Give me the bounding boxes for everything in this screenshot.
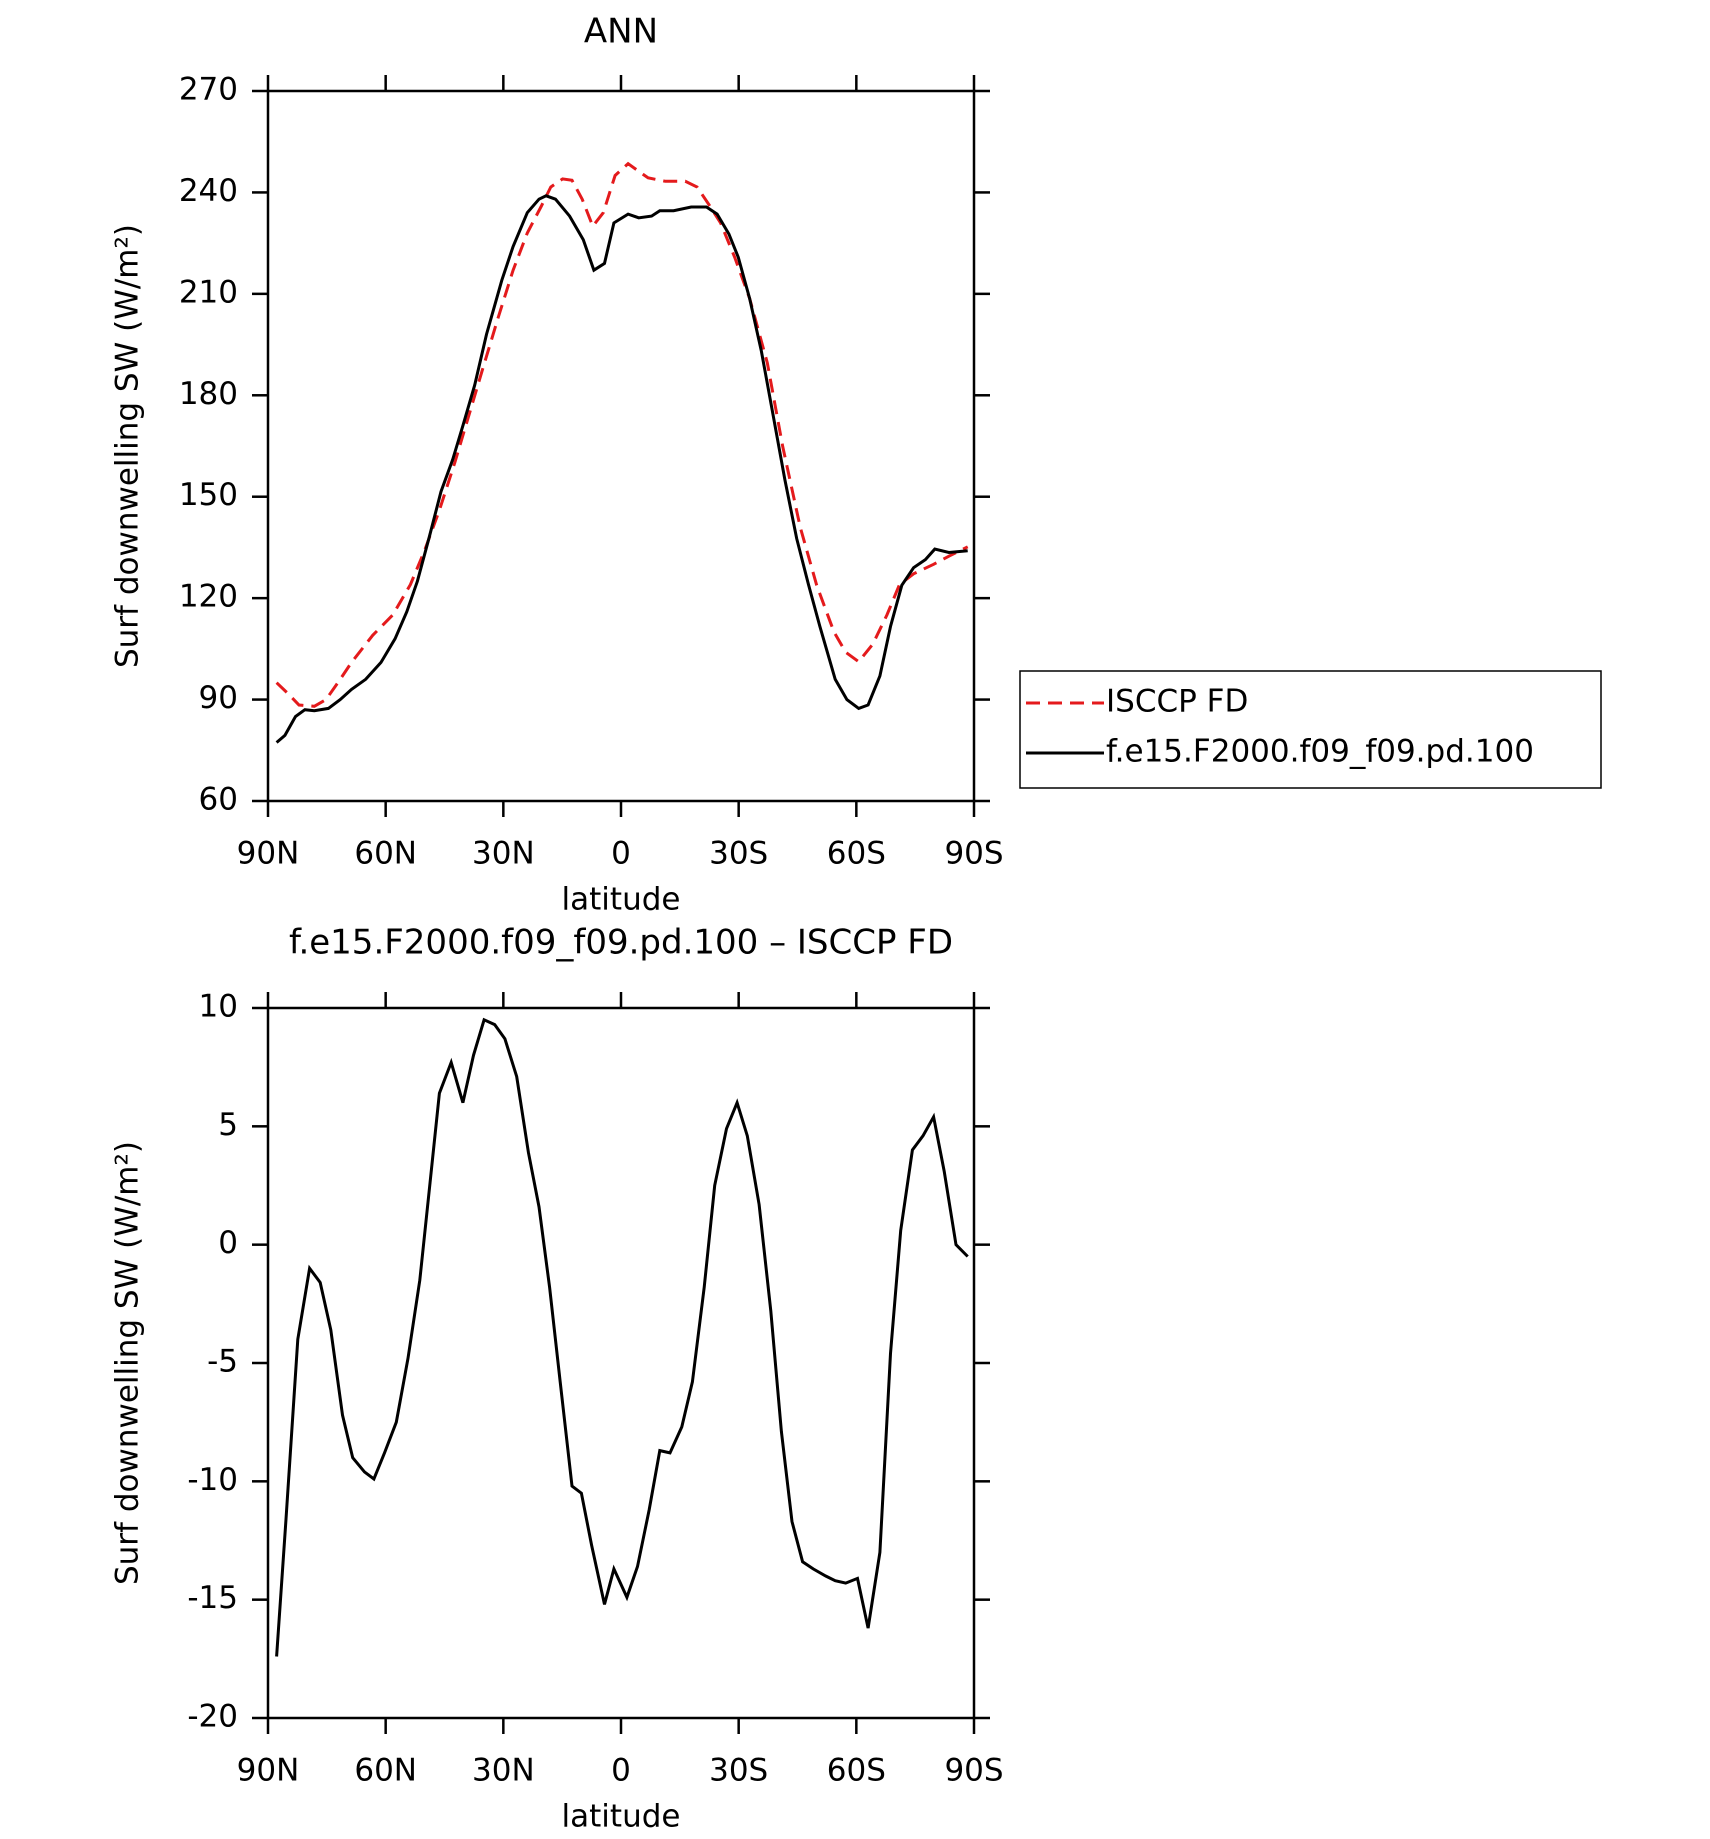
x-axis-label: latitude bbox=[562, 882, 681, 918]
x-tick-label: 30S bbox=[709, 1753, 768, 1789]
y-tick-label: -20 bbox=[187, 1699, 238, 1735]
x-tick-label: 30N bbox=[472, 836, 535, 872]
plot-frame bbox=[266, 1006, 976, 1720]
x-tick-label: 90S bbox=[944, 836, 1003, 872]
y-tick-label: 270 bbox=[179, 72, 238, 108]
x-tick-label: 0 bbox=[611, 1753, 631, 1789]
y-tick-label: 5 bbox=[218, 1107, 238, 1143]
x-tick-label: 60N bbox=[354, 1753, 417, 1789]
chart-title: ANN bbox=[584, 12, 658, 52]
data-line bbox=[275, 194, 968, 744]
y-tick-label: 210 bbox=[179, 274, 238, 310]
legend-label: ISCCP FD bbox=[1106, 684, 1248, 720]
x-tick-label: 60S bbox=[827, 1753, 886, 1789]
y-tick-label: 150 bbox=[179, 477, 238, 513]
x-tick-label: 90N bbox=[237, 1753, 300, 1789]
y-tick-label: 0 bbox=[218, 1225, 238, 1261]
x-tick-label: 60S bbox=[827, 836, 886, 872]
y-tick-label: 120 bbox=[179, 579, 238, 615]
x-tick-label: 30S bbox=[709, 836, 768, 872]
y-axis-label: Surf downwelling SW (W/m²) bbox=[110, 1141, 146, 1585]
legend-box bbox=[1019, 670, 1602, 789]
legend-label: f.e15.F2000.f09_f09.pd.100 bbox=[1106, 734, 1534, 770]
y-tick-label: -5 bbox=[207, 1344, 238, 1380]
x-tick-label: 0 bbox=[611, 836, 631, 872]
data-line bbox=[275, 1017, 969, 1657]
y-tick-label: 90 bbox=[199, 680, 238, 716]
y-tick-label: 240 bbox=[179, 173, 238, 209]
y-tick-label: -15 bbox=[187, 1580, 238, 1616]
x-tick-label: 90N bbox=[237, 836, 300, 872]
x-tick-label: 30N bbox=[472, 1753, 535, 1789]
y-tick-label: 180 bbox=[179, 376, 238, 412]
y-tick-label: 60 bbox=[199, 782, 238, 818]
chart-title: f.e15.F2000.f09_f09.pd.100 – ISCCP FD bbox=[289, 923, 953, 963]
y-axis-label: Surf downwelling SW (W/m²) bbox=[110, 224, 146, 668]
y-tick-label: -10 bbox=[187, 1462, 238, 1498]
x-axis-label: latitude bbox=[562, 1799, 681, 1835]
data-line bbox=[275, 161, 969, 708]
x-tick-label: 90S bbox=[944, 1753, 1003, 1789]
x-tick-label: 60N bbox=[354, 836, 417, 872]
plot-frame bbox=[266, 89, 976, 803]
y-tick-label: 10 bbox=[199, 989, 238, 1025]
